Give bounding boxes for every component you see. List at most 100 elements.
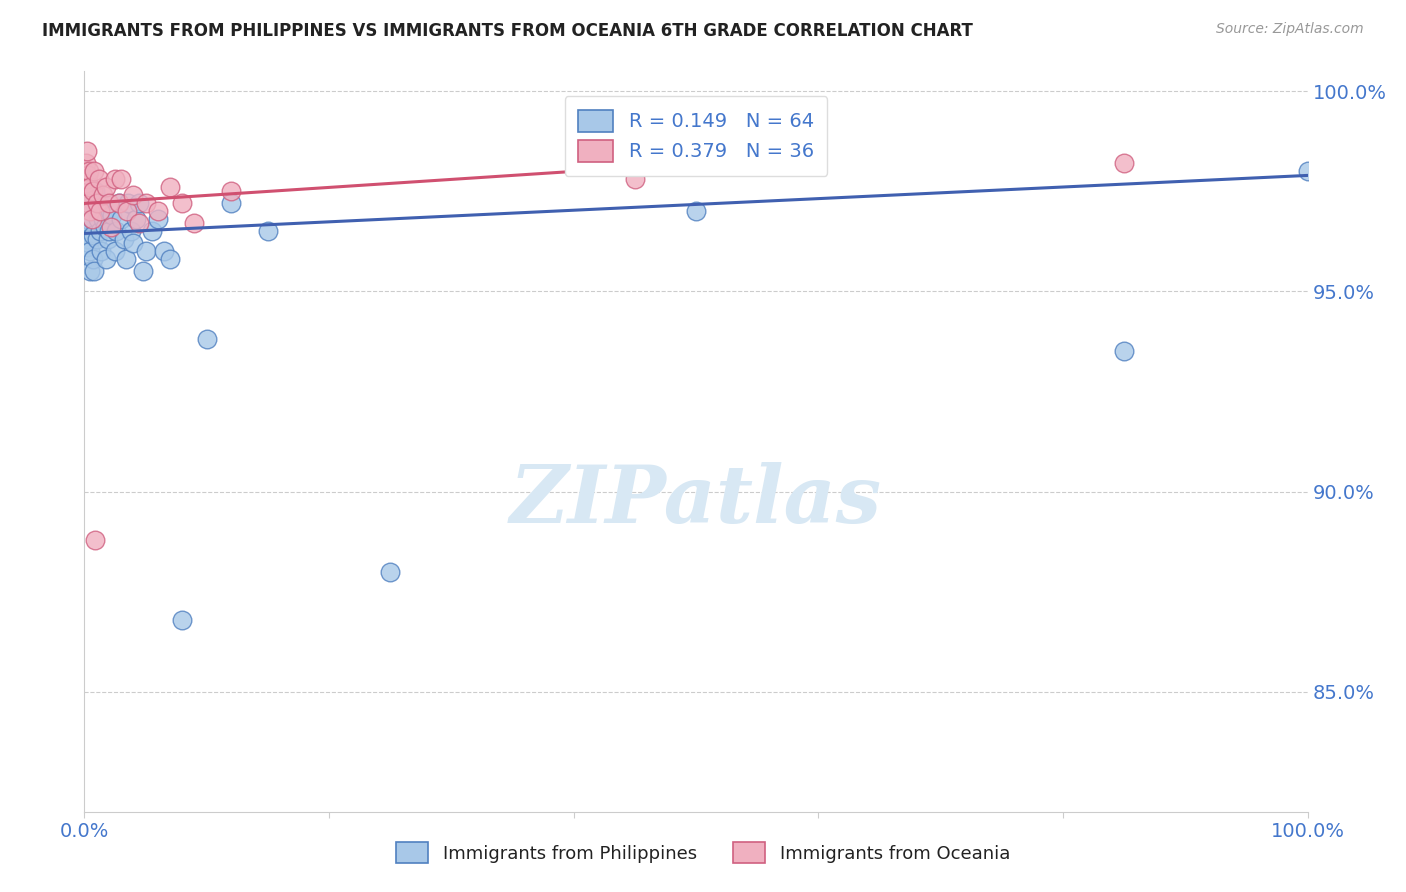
Point: [104, 172, 127, 186]
Point: [107, 196, 129, 211]
Point: [135, 196, 157, 211]
Point: [86, 204, 108, 219]
Point: [75, 224, 97, 238]
Point: [685, 204, 707, 219]
Point: [183, 216, 205, 230]
Point: [75, 196, 97, 211]
Point: [380, 565, 402, 579]
Point: [100, 220, 122, 235]
Point: [1114, 156, 1136, 170]
Point: [79, 244, 101, 259]
Point: [76, 172, 98, 186]
Point: [76, 212, 98, 227]
Legend: R = 0.149   N = 64, R = 0.379   N = 36: R = 0.149 N = 64, R = 0.379 N = 36: [565, 95, 827, 176]
Point: [97, 224, 120, 238]
Point: [84, 533, 107, 547]
Point: [83, 264, 105, 278]
Point: [76, 145, 98, 159]
Point: [110, 212, 132, 227]
Point: [76, 240, 98, 254]
Point: [105, 224, 128, 238]
Legend: Immigrants from Philippines, Immigrants from Oceania: Immigrants from Philippines, Immigrants …: [385, 831, 1021, 874]
Point: [93, 196, 115, 211]
Point: [172, 196, 194, 211]
Point: [159, 252, 181, 267]
Point: [79, 180, 101, 194]
Point: [83, 164, 105, 178]
Point: [82, 228, 104, 243]
Text: Source: ZipAtlas.com: Source: ZipAtlas.com: [1216, 22, 1364, 37]
Point: [146, 204, 169, 219]
Point: [219, 196, 242, 211]
Point: [75, 172, 97, 186]
Point: [98, 204, 121, 219]
Point: [73, 164, 96, 178]
Point: [79, 204, 101, 219]
Point: [159, 180, 181, 194]
Point: [86, 196, 108, 211]
Point: [82, 185, 104, 199]
Point: [75, 156, 97, 170]
Point: [82, 252, 104, 267]
Point: [91, 188, 114, 202]
Point: [73, 188, 96, 202]
Point: [132, 264, 155, 278]
Point: [87, 172, 110, 186]
Point: [80, 212, 103, 227]
Point: [97, 196, 120, 211]
Point: [146, 212, 169, 227]
Point: [77, 169, 100, 183]
Point: [73, 204, 96, 219]
Point: [117, 196, 139, 211]
Point: [77, 164, 100, 178]
Point: [90, 244, 112, 259]
Point: [84, 185, 107, 199]
Point: [257, 224, 280, 238]
Point: [101, 209, 124, 223]
Point: [73, 220, 96, 235]
Point: [87, 196, 110, 211]
Point: [112, 232, 135, 246]
Point: [77, 216, 100, 230]
Point: [110, 172, 132, 186]
Point: [94, 220, 117, 235]
Point: [153, 244, 176, 259]
Point: [79, 201, 101, 215]
Point: [195, 333, 218, 347]
Point: [96, 180, 118, 194]
Point: [96, 252, 118, 267]
Point: [77, 196, 100, 211]
Point: [77, 193, 100, 207]
Point: [89, 224, 111, 238]
Point: [115, 252, 138, 267]
Point: [1296, 164, 1319, 178]
Point: [219, 185, 242, 199]
Point: [87, 212, 110, 227]
Point: [79, 264, 101, 278]
Point: [120, 224, 142, 238]
Point: [83, 196, 105, 211]
Point: [1114, 344, 1136, 359]
Point: [128, 216, 150, 230]
Point: [172, 613, 194, 627]
Text: ZIPatlas: ZIPatlas: [510, 462, 882, 540]
Point: [77, 204, 100, 219]
Point: [135, 244, 157, 259]
Point: [141, 224, 163, 238]
Point: [77, 232, 100, 246]
Point: [624, 172, 647, 186]
Point: [77, 236, 100, 251]
Point: [115, 204, 138, 219]
Text: IMMIGRANTS FROM PHILIPPINES VS IMMIGRANTS FROM OCEANIA 6TH GRADE CORRELATION CHA: IMMIGRANTS FROM PHILIPPINES VS IMMIGRANT…: [42, 22, 973, 40]
Point: [91, 212, 114, 227]
Point: [122, 236, 145, 251]
Point: [128, 196, 150, 211]
Point: [73, 188, 96, 202]
Point: [122, 188, 145, 202]
Point: [104, 244, 127, 259]
Point: [80, 185, 103, 199]
Point: [89, 204, 111, 219]
Point: [76, 185, 98, 199]
Point: [86, 232, 108, 246]
Point: [107, 196, 129, 211]
